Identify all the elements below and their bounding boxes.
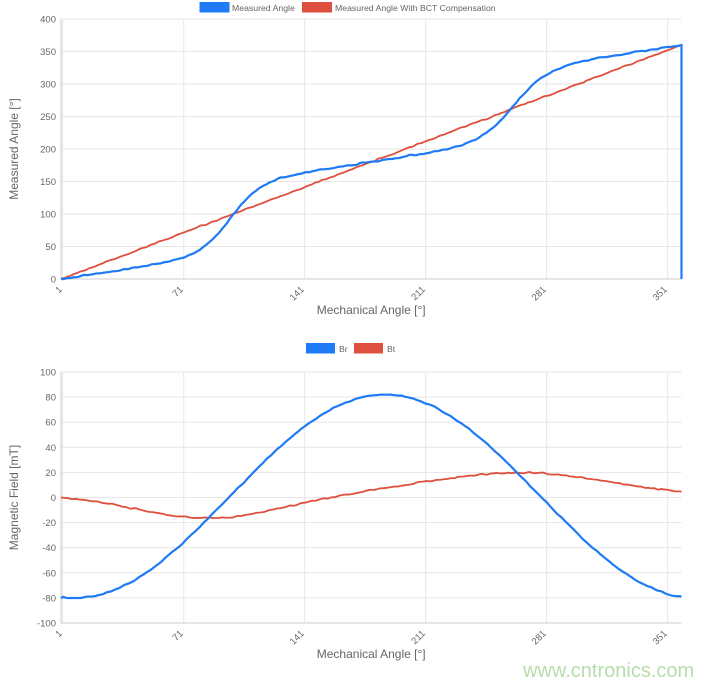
svg-text:100: 100 [40,368,56,379]
svg-text:100: 100 [40,210,56,221]
svg-text:Mechanical Angle [°]: Mechanical Angle [°] [317,647,426,661]
svg-text:250: 250 [40,112,56,123]
svg-text:Measured Angle With BCT Compen: Measured Angle With BCT Compensation [335,3,496,13]
svg-text:Br: Br [339,344,348,354]
svg-text:-20: -20 [42,518,56,529]
svg-text:Measured Angle: Measured Angle [232,3,295,13]
svg-text:0: 0 [51,493,56,504]
svg-text:Mechanical Angle [°]: Mechanical Angle [°] [317,303,426,317]
svg-text:-80: -80 [42,593,56,604]
svg-text:0: 0 [51,275,56,286]
svg-text:60: 60 [45,418,56,429]
svg-text:150: 150 [40,177,56,188]
svg-text:400: 400 [40,15,56,26]
svg-text:Magnetic Field [mT]: Magnetic Field [mT] [7,445,21,550]
svg-text:www.cntronics.com: www.cntronics.com [522,660,694,682]
svg-text:40: 40 [45,443,56,454]
svg-text:-100: -100 [37,619,56,630]
svg-text:Measured Angle [°]: Measured Angle [°] [7,98,21,200]
svg-text:80: 80 [45,393,56,404]
svg-text:50: 50 [45,242,56,253]
svg-text:300: 300 [40,80,56,91]
svg-text:-40: -40 [42,543,56,554]
svg-text:350: 350 [40,47,56,58]
svg-text:200: 200 [40,145,56,156]
svg-text:Bt: Bt [387,344,396,354]
svg-text:20: 20 [45,468,56,479]
svg-text:-60: -60 [42,568,56,579]
